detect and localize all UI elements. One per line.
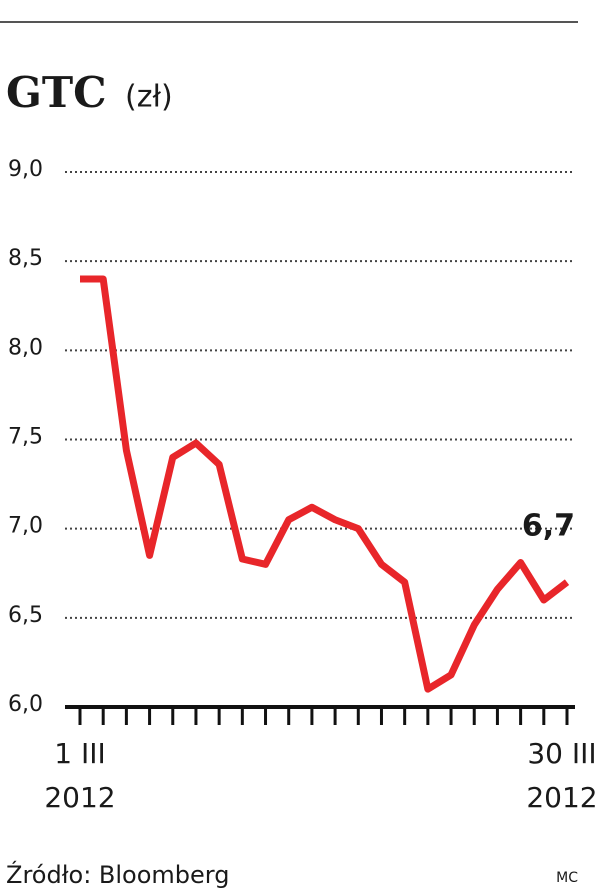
value-label: 6,7 xyxy=(522,509,575,544)
chart-title: GTC xyxy=(6,68,107,117)
x-tick-label: 1 III 2012 xyxy=(44,737,115,814)
y-tick-label: 6,0 xyxy=(8,692,43,717)
y-tick-label: 6,5 xyxy=(8,603,43,628)
line xyxy=(80,275,570,693)
y-tick-label: 8,5 xyxy=(8,246,43,271)
unit: (zł) xyxy=(125,80,173,115)
y-tick-label: 7,0 xyxy=(8,514,43,539)
credit: MC xyxy=(556,870,578,886)
y-tick-label: 9,0 xyxy=(8,157,43,182)
source: Źródło: Bloomberg xyxy=(6,860,229,889)
y-tick-label: 7,5 xyxy=(8,425,43,450)
x-tick-label: 30 III 2012 xyxy=(526,737,597,814)
y-tick-label: 8,0 xyxy=(8,335,43,360)
